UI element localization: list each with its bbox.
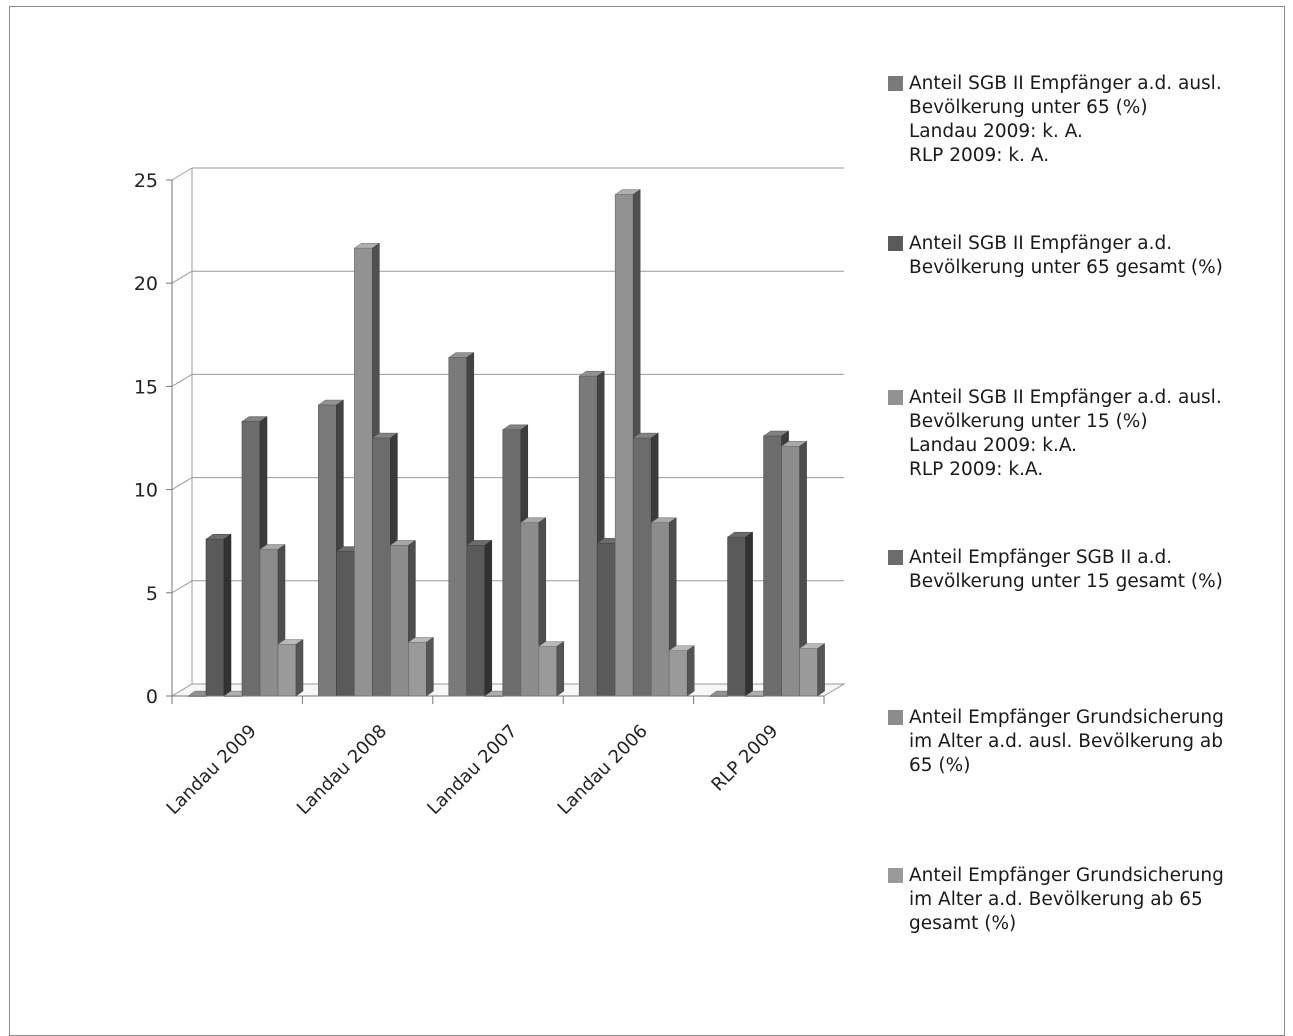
bar bbox=[799, 648, 818, 697]
legend-swatch bbox=[888, 550, 903, 565]
bar bbox=[336, 551, 355, 697]
bar-side bbox=[484, 539, 493, 697]
legend-item: Anteil Empfänger SGB II a.d. Bevölkerung… bbox=[888, 546, 1284, 594]
bar-side bbox=[295, 639, 304, 697]
y-tick-label: 10 bbox=[134, 480, 158, 502]
bar bbox=[259, 549, 279, 697]
legend-swatch bbox=[888, 76, 903, 91]
bar bbox=[318, 404, 337, 697]
side-gridline bbox=[171, 373, 193, 387]
side-gridline bbox=[171, 580, 193, 594]
legend-label: Anteil SGB II Empfänger a.d. Bevölkerung… bbox=[909, 233, 1223, 278]
legend-label: Anteil Empfänger SGB II a.d. Bevölkerung… bbox=[909, 547, 1223, 592]
y-tick-label: 5 bbox=[146, 583, 158, 605]
x-tick-label: Landau 2006 bbox=[554, 721, 652, 819]
x-tick-label: Landau 2007 bbox=[423, 721, 521, 819]
bar bbox=[390, 545, 409, 697]
bar bbox=[763, 435, 782, 697]
legend-item: Anteil SGB II Empfänger a.d. ausl. Bevöl… bbox=[888, 72, 1284, 168]
x-tick-label: RLP 2009 bbox=[707, 721, 782, 796]
bar bbox=[466, 545, 486, 697]
bar bbox=[241, 421, 261, 697]
bar bbox=[632, 437, 652, 697]
y-tick-label: 15 bbox=[134, 376, 158, 398]
side-gridline bbox=[171, 270, 193, 284]
bar bbox=[781, 445, 800, 697]
legend-label: Anteil Empfänger Grundsicherung im Alter… bbox=[909, 707, 1224, 776]
legend-swatch bbox=[888, 868, 903, 883]
bar bbox=[354, 247, 373, 697]
bar bbox=[205, 538, 225, 697]
bar bbox=[596, 542, 616, 697]
bar-side bbox=[817, 643, 825, 697]
bar bbox=[448, 357, 468, 697]
bar bbox=[520, 522, 540, 697]
bar bbox=[277, 644, 297, 697]
x-tick-label: Landau 2009 bbox=[163, 721, 261, 819]
legend-swatch bbox=[888, 710, 903, 725]
y-tick-label: 20 bbox=[134, 273, 158, 295]
legend-item: Anteil Empfänger Grundsicherung im Alter… bbox=[888, 864, 1284, 936]
legend-swatch bbox=[888, 390, 903, 405]
legend-item: Anteil SGB II Empfänger a.d. Bevölkerung… bbox=[888, 232, 1284, 280]
bar-side bbox=[223, 533, 232, 697]
legend-item: Anteil Empfänger Grundsicherung im Alter… bbox=[888, 706, 1284, 778]
bar-side bbox=[686, 645, 695, 697]
bar-side bbox=[556, 641, 565, 697]
bar bbox=[727, 536, 746, 697]
legend-item: Anteil SGB II Empfänger a.d. ausl. Bevöl… bbox=[888, 386, 1284, 482]
bar bbox=[408, 642, 427, 697]
x-tick-label: Landau 2008 bbox=[293, 721, 391, 819]
y-tick-label: 0 bbox=[146, 686, 158, 708]
bar-side bbox=[426, 636, 434, 697]
legend-swatch bbox=[888, 236, 903, 251]
bar bbox=[538, 646, 558, 697]
side-gridline bbox=[171, 477, 193, 491]
bar bbox=[614, 194, 634, 697]
bar-side bbox=[745, 531, 753, 697]
bar bbox=[502, 429, 522, 697]
y-tick-label: 25 bbox=[134, 170, 158, 192]
legend-label: Anteil SGB II Empfänger a.d. ausl. Bevöl… bbox=[909, 73, 1222, 166]
bar bbox=[668, 650, 688, 697]
legend-label: Anteil Empfänger Grundsicherung im Alter… bbox=[909, 865, 1224, 934]
bar bbox=[650, 522, 670, 697]
side-gridline bbox=[171, 167, 193, 181]
bar bbox=[372, 437, 391, 697]
bar bbox=[578, 375, 598, 697]
legend-label: Anteil SGB II Empfänger a.d. ausl. Bevöl… bbox=[909, 387, 1222, 480]
